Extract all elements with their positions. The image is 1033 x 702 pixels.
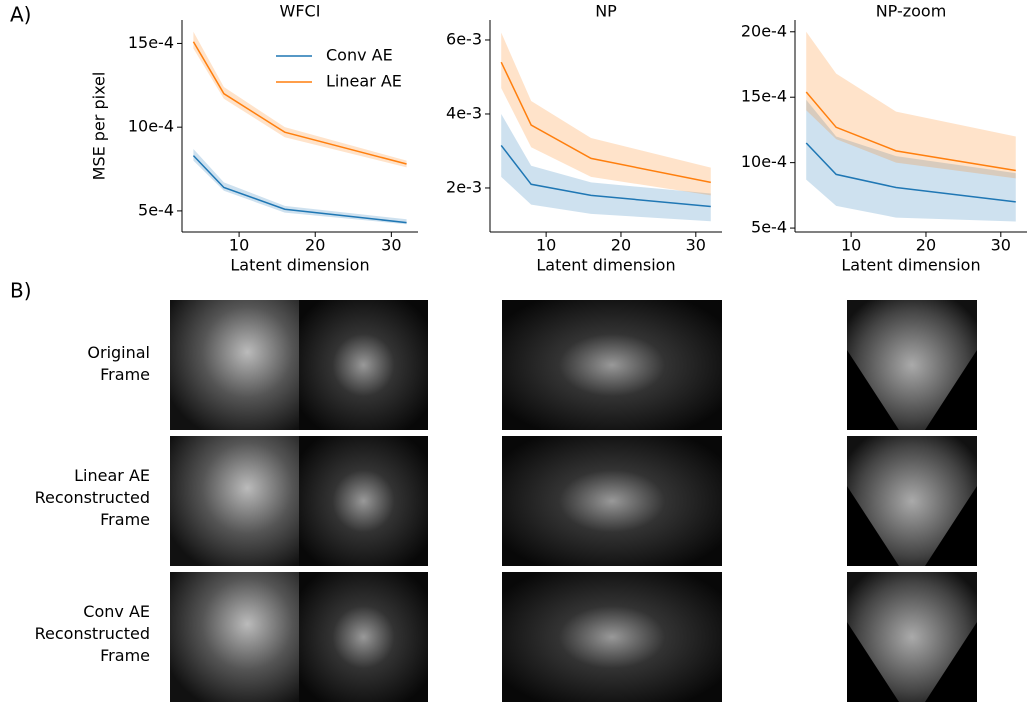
line	[805, 91, 1016, 172]
image	[170, 572, 299, 702]
error-band	[501, 113, 711, 222]
image-grid	[170, 300, 977, 702]
line	[500, 61, 711, 184]
x-axis-label: Latent dimension	[841, 256, 980, 275]
panel-label: B)	[10, 279, 32, 303]
x-tick-label: 10	[229, 236, 249, 255]
image	[170, 300, 299, 430]
x-tick-label: 10	[536, 236, 556, 255]
image	[847, 300, 977, 430]
image	[299, 436, 428, 566]
image	[299, 572, 428, 702]
error-band	[193, 148, 407, 225]
image	[299, 300, 428, 430]
chart-title: NP	[595, 2, 617, 21]
x-tick-label: 30	[381, 236, 401, 255]
x-tick-label: 20	[916, 236, 936, 255]
image	[847, 436, 977, 566]
image	[502, 436, 722, 566]
row-label: Original Frame	[87, 343, 150, 384]
y-tick-label: 5e-4	[138, 200, 174, 219]
line	[192, 155, 407, 224]
line	[500, 144, 711, 208]
y-tick-label: 20e-4	[741, 21, 787, 40]
row-label: Conv AE Reconstructed Frame	[34, 602, 150, 665]
legend-label: Linear AE	[326, 72, 402, 91]
y-tick-label: 5e-4	[751, 218, 787, 237]
error-band	[806, 31, 1016, 179]
x-tick-label: 30	[991, 236, 1011, 255]
legend-label: Conv AE	[326, 46, 393, 65]
y-tick-label: 15e-4	[128, 33, 174, 52]
error-band	[193, 31, 407, 168]
error-band	[806, 99, 1016, 222]
x-tick-label: 20	[611, 236, 631, 255]
y-tick-label: 10e-4	[128, 117, 174, 136]
y-tick-label: 2e-3	[446, 177, 482, 196]
image	[502, 572, 722, 702]
y-tick-label: 10e-4	[741, 152, 787, 171]
x-tick-label: 10	[841, 236, 861, 255]
line	[192, 41, 407, 165]
error-band	[501, 32, 711, 196]
chart-title: WFCI	[280, 2, 321, 21]
y-tick-label: 15e-4	[741, 87, 787, 106]
y-axis-label: MSE per pixel	[90, 72, 109, 181]
y-tick-label: 6e-3	[446, 29, 482, 48]
image	[502, 300, 722, 430]
image	[847, 572, 977, 702]
image	[170, 436, 299, 566]
x-tick-label: 30	[686, 236, 706, 255]
chart-title: NP-zoom	[876, 2, 947, 21]
x-axis-label: Latent dimension	[536, 256, 675, 275]
x-axis-label: Latent dimension	[230, 256, 369, 275]
x-tick-label: 20	[305, 236, 325, 255]
row-label: Linear AE Reconstructed Frame	[34, 466, 150, 529]
y-tick-label: 4e-3	[446, 103, 482, 122]
panel-label: A)	[10, 3, 31, 27]
line	[805, 142, 1016, 203]
